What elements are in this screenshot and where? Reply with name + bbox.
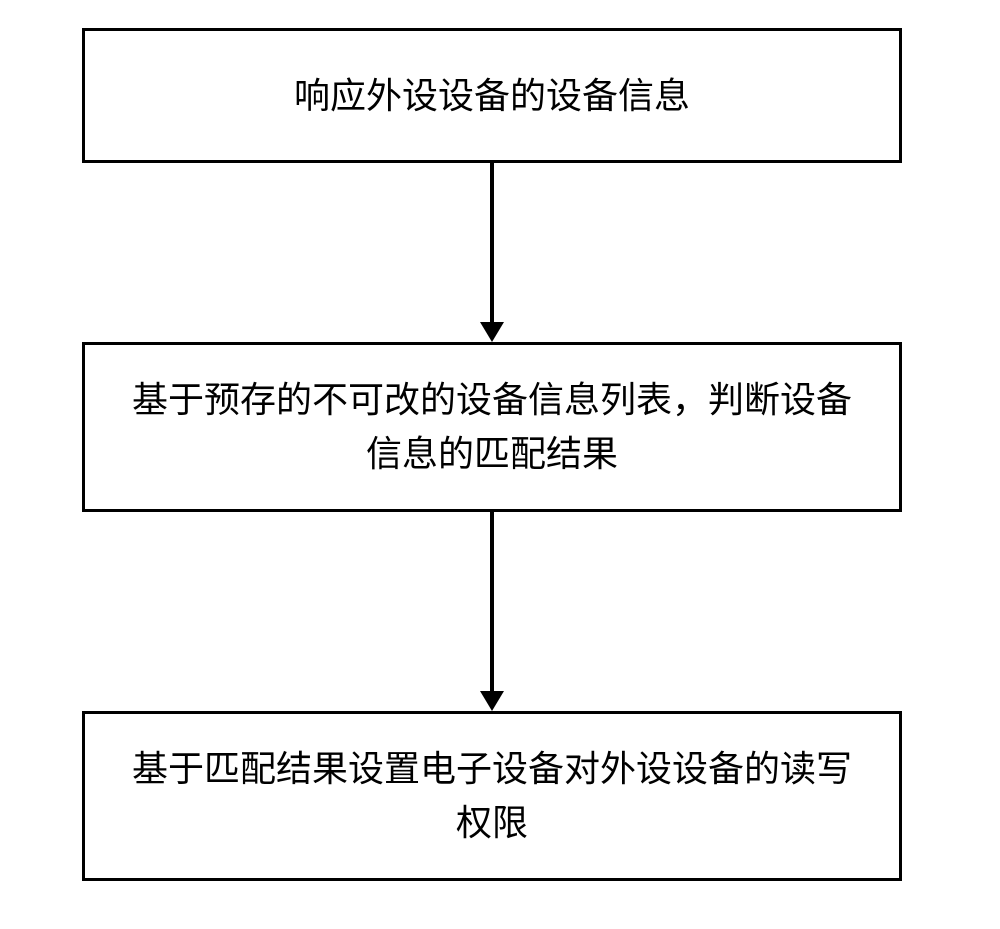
flow-box-1: 响应外设设备的设备信息: [82, 28, 902, 163]
arrow-line-1: [490, 163, 494, 323]
arrow-head-2: [480, 691, 504, 711]
arrow-2: [82, 512, 902, 711]
flow-box-3: 基于匹配结果设置电子设备对外设设备的读写权限: [82, 711, 902, 881]
flow-text-2: 基于预存的不可改的设备信息列表，判断设备信息的匹配结果: [115, 373, 869, 481]
arrow-line-2: [490, 512, 494, 692]
flowchart-container: 响应外设设备的设备信息 基于预存的不可改的设备信息列表，判断设备信息的匹配结果 …: [82, 28, 902, 881]
flow-box-2: 基于预存的不可改的设备信息列表，判断设备信息的匹配结果: [82, 342, 902, 512]
arrow-head-1: [480, 322, 504, 342]
flow-text-1: 响应外设设备的设备信息: [294, 69, 690, 123]
flow-text-3: 基于匹配结果设置电子设备对外设设备的读写权限: [115, 742, 869, 850]
arrow-1: [82, 163, 902, 342]
